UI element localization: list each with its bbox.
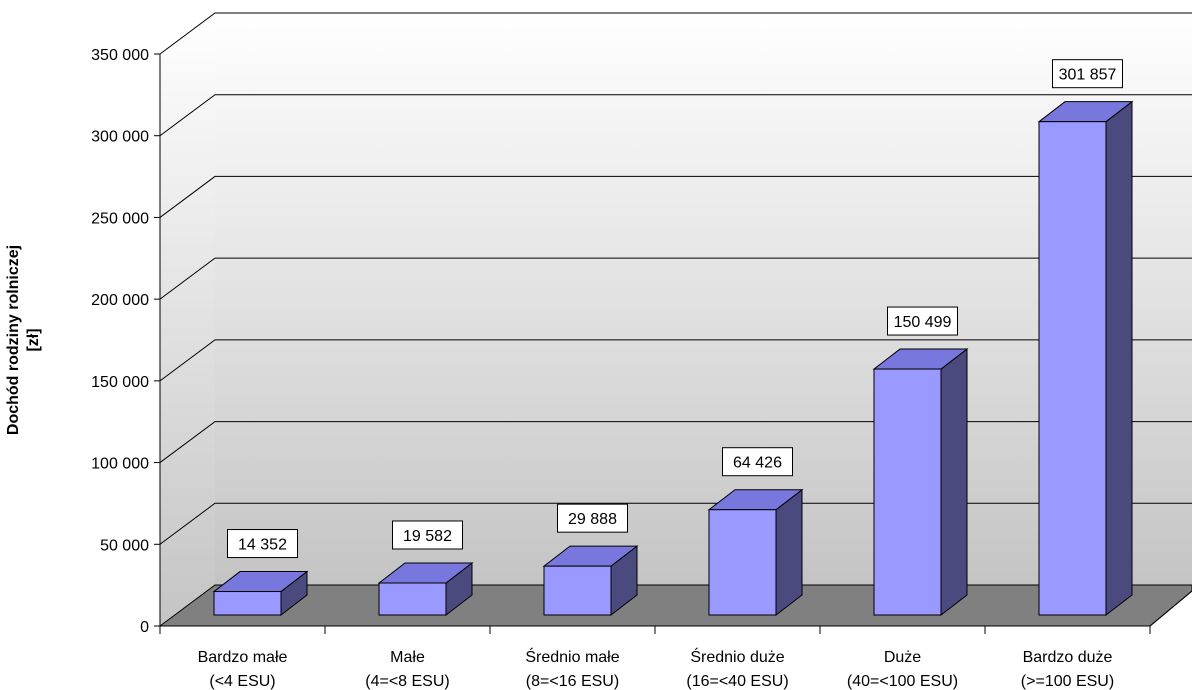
gridline [159, 94, 1192, 137]
bar-side [1105, 100, 1133, 617]
data-label-box [1052, 59, 1123, 89]
category-label-line2: (4=<8 ESU) [365, 673, 449, 690]
category-label-line2: (>=100 ESU) [1021, 673, 1114, 690]
y-tick-label: 200 000 [91, 292, 149, 309]
y-tick-label: 250 000 [91, 210, 149, 227]
bar-front [1038, 121, 1107, 616]
data-label: 29 888 [568, 511, 617, 528]
y-axis-title-line1: Dochód rodziny rolniczej [5, 245, 22, 435]
gridlines [159, 12, 1192, 545]
bar [542, 545, 639, 617]
bar [212, 570, 309, 617]
category-label-line1: Duże [884, 649, 921, 666]
side-wall [160, 13, 215, 626]
data-label: 150 499 [894, 314, 952, 331]
y-tick-label: 300 000 [91, 129, 149, 146]
axes: 0 50 000 100 000 150 000 200 000 250 000 300 0… [91, 47, 1192, 690]
data-label-box [392, 520, 463, 550]
data-label-box [227, 529, 298, 559]
y-axis-title-line2: [zł] [25, 328, 42, 351]
bar [1037, 100, 1134, 617]
gridline [159, 421, 1192, 463]
floor [158, 584, 1192, 627]
bar-side [940, 348, 968, 617]
category-label-line2: (16=<40 ESU) [686, 673, 788, 690]
data-label-box [557, 503, 628, 533]
data-label-box [722, 447, 793, 477]
plot-background [158, 13, 1192, 627]
data-labels: 14 352 19 582 29 888 64 426 150 499 301 857 [227, 59, 1123, 559]
gridline [159, 175, 1192, 218]
gridline [159, 12, 1192, 55]
bars [212, 100, 1134, 617]
bar-front [213, 591, 282, 616]
data-label: 14 352 [238, 537, 287, 554]
bar-front [873, 368, 942, 616]
y-tick-label: 350 000 [91, 47, 149, 64]
y-axis-title: Dochód rodziny rolniczej [zł] [5, 245, 42, 435]
bar-front [543, 565, 612, 616]
y-tick-label: 150 000 [91, 374, 149, 391]
data-label: 64 426 [733, 455, 782, 472]
data-label-box [887, 306, 958, 336]
category-label-line1: Średnio duże [690, 647, 784, 666]
data-label: 301 857 [1059, 67, 1117, 84]
category-label-line1: Bardzo małe [198, 649, 288, 666]
bar [707, 488, 804, 617]
category-label-line2: (40=<100 ESU) [847, 673, 958, 690]
bar-front [708, 509, 777, 616]
bar [377, 561, 474, 617]
category-label-line1: Bardzo duże [1023, 649, 1113, 666]
gridline [159, 502, 1192, 545]
data-label: 19 582 [403, 528, 452, 545]
category-label-line2: (<4 ESU) [209, 673, 275, 690]
y-tick-label: 50 000 [100, 537, 149, 554]
category-label-line1: Średnio małe [525, 647, 619, 666]
gridline [159, 339, 1192, 382]
bar [872, 348, 969, 617]
bar-front [378, 582, 447, 616]
category-label-line2: (8=<16 ESU) [526, 673, 619, 690]
y-tick-label: 0 [140, 619, 149, 636]
category-label-line1: Małe [390, 649, 425, 666]
floor-edge [1149, 590, 1192, 627]
y-tick-label: 100 000 [91, 456, 149, 473]
bar-side [775, 488, 803, 617]
gridline [159, 257, 1192, 300]
